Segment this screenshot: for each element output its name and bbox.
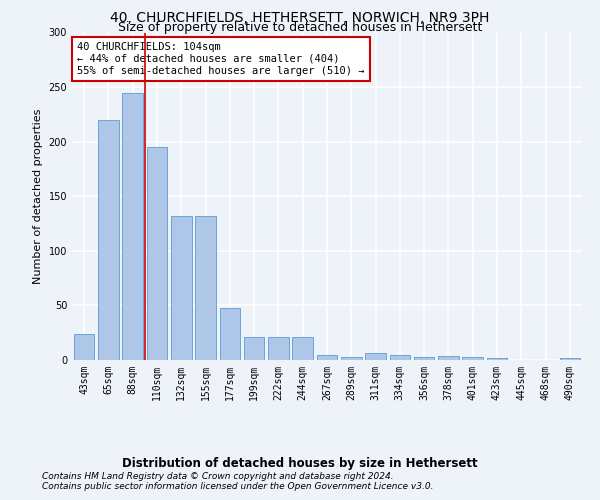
Y-axis label: Number of detached properties: Number of detached properties <box>33 108 43 284</box>
Bar <box>98 120 119 360</box>
Bar <box>244 337 265 360</box>
Bar <box>195 216 216 360</box>
Text: 40, CHURCHFIELDS, HETHERSETT, NORWICH, NR9 3PH: 40, CHURCHFIELDS, HETHERSETT, NORWICH, N… <box>110 11 490 25</box>
Bar <box>341 356 362 360</box>
Bar <box>122 92 143 360</box>
Bar <box>365 354 386 360</box>
Text: Contains public sector information licensed under the Open Government Licence v3: Contains public sector information licen… <box>42 482 433 491</box>
Bar <box>317 354 337 360</box>
Bar <box>389 354 410 360</box>
Text: Contains HM Land Registry data © Crown copyright and database right 2024.: Contains HM Land Registry data © Crown c… <box>42 472 394 481</box>
Bar <box>268 337 289 360</box>
Bar <box>220 308 240 360</box>
Text: Size of property relative to detached houses in Hethersett: Size of property relative to detached ho… <box>118 21 482 34</box>
Bar <box>292 337 313 360</box>
Text: 40 CHURCHFIELDS: 104sqm
← 44% of detached houses are smaller (404)
55% of semi-d: 40 CHURCHFIELDS: 104sqm ← 44% of detache… <box>77 42 365 76</box>
Bar <box>146 147 167 360</box>
Bar <box>74 334 94 360</box>
Bar <box>463 356 483 360</box>
Bar <box>560 358 580 360</box>
Bar <box>414 356 434 360</box>
Bar <box>438 356 459 360</box>
Bar <box>487 358 508 360</box>
Text: Distribution of detached houses by size in Hethersett: Distribution of detached houses by size … <box>122 458 478 470</box>
Bar <box>171 216 191 360</box>
